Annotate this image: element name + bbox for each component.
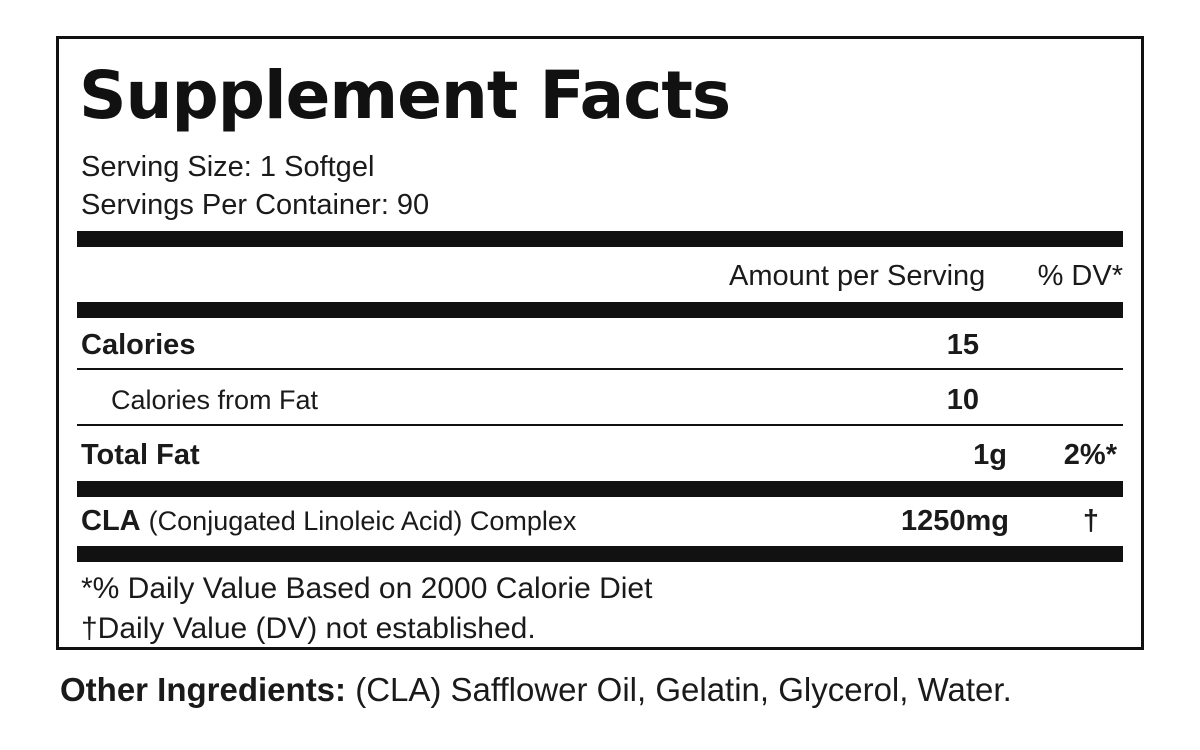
servings-per-container: Servings Per Container: 90 xyxy=(81,189,430,221)
row-cla-name: CLA xyxy=(81,505,141,537)
row-cla: CLA (Conjugated Linoleic Acid) Complex xyxy=(81,501,576,541)
supplement-facts-panel: Supplement Facts Serving Size: 1 Softgel… xyxy=(56,36,1144,650)
row-cla-amount: 1250mg xyxy=(900,505,1009,537)
row-total-fat-dv: 2%* xyxy=(1063,439,1117,471)
footnote-dv-not-established: †Daily Value (DV) not established. xyxy=(81,612,536,645)
other-ingredients: Other Ingredients: (CLA) Safflower Oil, … xyxy=(60,668,1012,712)
row-calories-amount: 15 xyxy=(946,329,979,361)
row-calories-from-fat-name: Calories from Fat xyxy=(111,385,319,415)
divider-bar-top xyxy=(77,231,1123,247)
row-calories-name: Calories xyxy=(81,329,196,361)
header-dv: % DV* xyxy=(1037,260,1123,292)
header-amount-per-serving: Amount per Serving xyxy=(729,260,986,292)
footnote-daily-value: *% Daily Value Based on 2000 Calorie Die… xyxy=(81,572,653,605)
divider-bar-bottom xyxy=(77,546,1123,562)
row-divider xyxy=(77,424,1123,426)
divider-bar-header xyxy=(77,302,1123,318)
row-total-fat-name: Total Fat xyxy=(81,439,200,471)
other-ingredients-label: Other Ingredients: xyxy=(60,671,347,708)
row-calories-from-fat-amount: 10 xyxy=(946,384,979,416)
row-total-fat-amount: 1g xyxy=(973,439,1007,471)
serving-size: Serving Size: 1 Softgel xyxy=(81,151,375,183)
divider-bar-mid xyxy=(77,481,1123,497)
other-ingredients-text: (CLA) Safflower Oil, Gelatin, Glycerol, … xyxy=(355,671,1012,708)
row-cla-dv: † xyxy=(1082,505,1099,537)
panel-title: Supplement Facts xyxy=(79,57,731,134)
row-cla-detail: (Conjugated Linoleic Acid) Complex xyxy=(148,506,577,536)
row-divider xyxy=(77,368,1123,370)
